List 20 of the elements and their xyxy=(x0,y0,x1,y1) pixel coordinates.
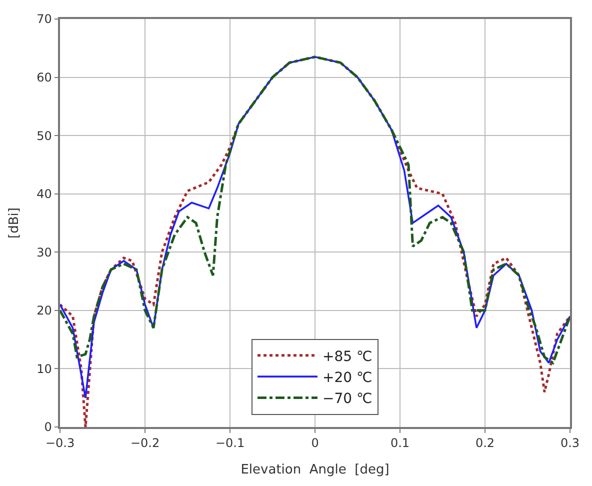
x-tick-label: −0.2 xyxy=(130,436,160,450)
y-tick-label: 60 xyxy=(36,70,52,84)
legend-label: −70 ℃ xyxy=(322,391,372,408)
x-tick-label: −0.1 xyxy=(215,436,245,450)
y-tick-label: 10 xyxy=(36,362,52,376)
y-tick-label: 30 xyxy=(36,245,52,260)
x-tick-label: 0.2 xyxy=(475,436,495,450)
x-tick-label: 0.3 xyxy=(560,436,580,450)
y-axis-title: [dBi] xyxy=(7,208,22,238)
y-tick-label: 50 xyxy=(36,128,52,143)
y-tick-label: 0 xyxy=(44,420,52,434)
legend-label: +85 ℃ xyxy=(322,348,372,365)
y-tick-label: 40 xyxy=(36,187,52,202)
legend-label: +20 ℃ xyxy=(322,370,372,386)
y-tick-label: 70 xyxy=(36,12,52,26)
x-tick-label: −0.3 xyxy=(45,436,75,450)
x-tick-label: 0.1 xyxy=(390,436,410,450)
y-tick-label: 20 xyxy=(36,304,52,318)
x-tick-label: 0 xyxy=(311,436,319,450)
x-axis-title: Elevation Angle [deg] xyxy=(240,462,390,478)
